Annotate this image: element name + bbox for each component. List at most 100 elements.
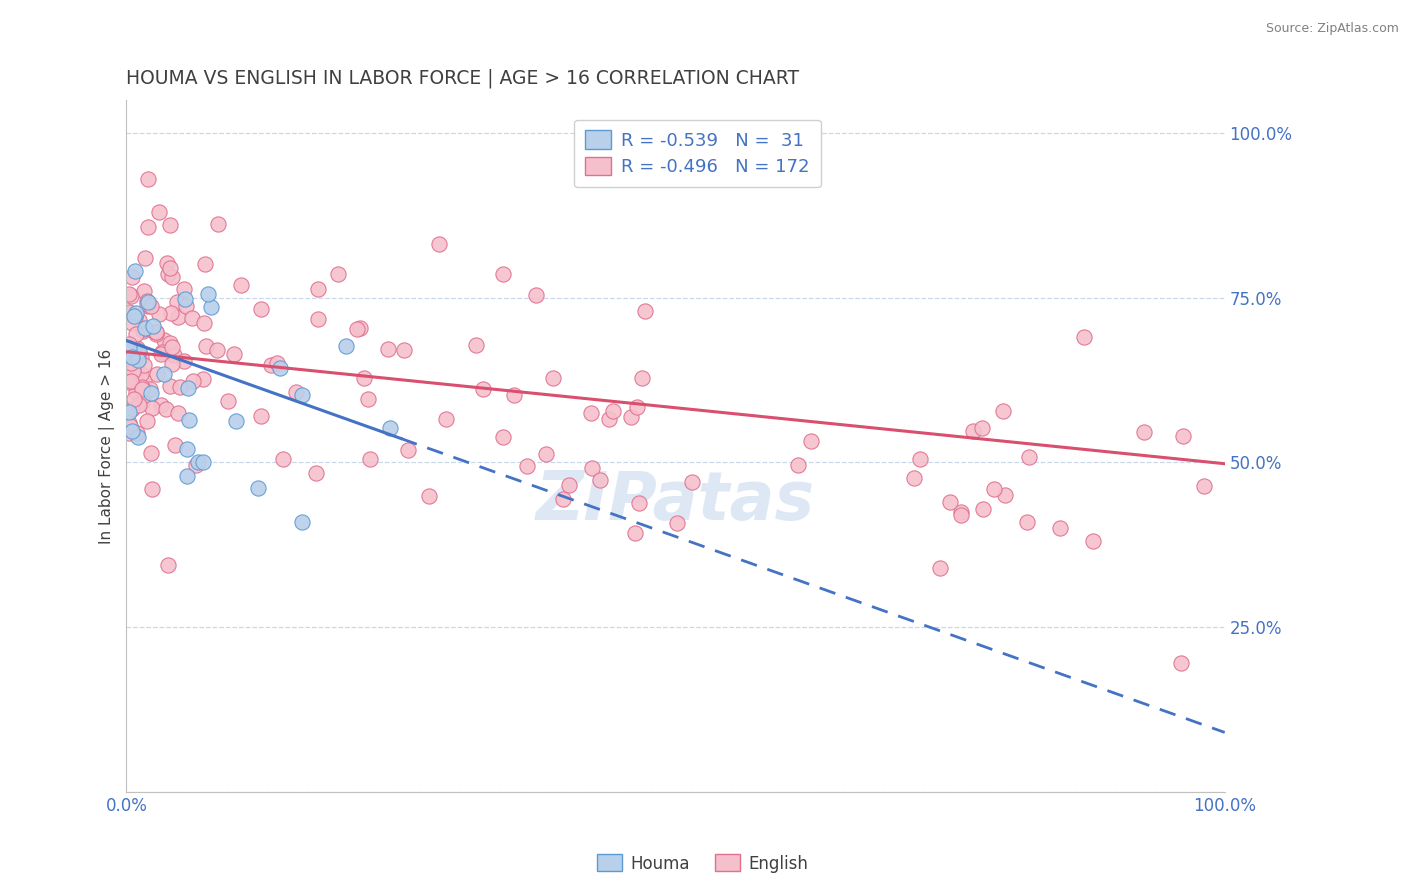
Point xyxy=(156,267,179,281)
Point xyxy=(193,316,215,330)
Point xyxy=(353,371,375,385)
Point xyxy=(136,299,159,313)
Point xyxy=(157,558,180,572)
Point xyxy=(120,306,142,320)
Point xyxy=(193,372,215,386)
Point xyxy=(159,306,181,320)
Legend: Houma, English: Houma, English xyxy=(591,847,815,880)
Point xyxy=(124,264,146,278)
Point xyxy=(346,322,368,336)
Point xyxy=(118,286,141,301)
Point xyxy=(247,481,270,495)
Point xyxy=(155,401,177,416)
Point xyxy=(181,311,204,326)
Point xyxy=(128,344,150,359)
Point xyxy=(250,409,273,423)
Point xyxy=(983,482,1005,496)
Point xyxy=(1133,425,1156,439)
Point xyxy=(464,337,486,351)
Point xyxy=(176,442,198,457)
Point xyxy=(121,270,143,285)
Point xyxy=(134,322,156,336)
Point xyxy=(492,267,515,281)
Point xyxy=(418,489,440,503)
Point xyxy=(260,359,283,373)
Point xyxy=(148,306,170,320)
Point xyxy=(139,300,162,314)
Point xyxy=(1081,534,1104,549)
Point xyxy=(307,312,329,326)
Point xyxy=(118,344,141,359)
Point xyxy=(176,299,198,313)
Point xyxy=(634,304,657,318)
Point xyxy=(682,475,704,489)
Point xyxy=(179,413,201,427)
Point xyxy=(148,205,170,219)
Point xyxy=(335,339,357,353)
Point xyxy=(551,492,574,507)
Point xyxy=(225,414,247,428)
Point xyxy=(939,495,962,509)
Point xyxy=(159,336,181,351)
Point xyxy=(972,501,994,516)
Point xyxy=(950,508,973,522)
Point xyxy=(291,515,314,529)
Point xyxy=(326,268,349,282)
Point xyxy=(128,313,150,327)
Point xyxy=(589,473,612,487)
Point xyxy=(359,452,381,467)
Point xyxy=(141,401,163,415)
Point xyxy=(124,309,146,323)
Point xyxy=(160,340,183,354)
Text: ZIPatas: ZIPatas xyxy=(536,468,815,534)
Point xyxy=(150,346,173,360)
Point xyxy=(156,256,179,270)
Point xyxy=(124,327,146,342)
Point xyxy=(121,425,143,439)
Point xyxy=(1194,478,1216,492)
Point xyxy=(269,361,291,376)
Point xyxy=(581,461,603,475)
Point xyxy=(131,382,153,396)
Point xyxy=(127,346,149,360)
Point xyxy=(193,455,215,469)
Point xyxy=(132,285,155,299)
Point xyxy=(127,430,149,444)
Point xyxy=(135,297,157,311)
Point xyxy=(118,341,141,355)
Point xyxy=(142,319,165,334)
Point xyxy=(120,374,142,388)
Point xyxy=(152,333,174,347)
Point xyxy=(186,458,208,473)
Point xyxy=(118,375,141,389)
Point xyxy=(176,468,198,483)
Point xyxy=(120,356,142,370)
Point xyxy=(121,350,143,364)
Point xyxy=(1015,515,1038,529)
Point xyxy=(139,446,162,460)
Point xyxy=(994,488,1017,502)
Point xyxy=(229,278,252,293)
Point xyxy=(631,371,654,385)
Point xyxy=(152,367,174,381)
Point xyxy=(160,358,183,372)
Point xyxy=(177,381,200,395)
Point xyxy=(136,414,159,428)
Legend: R = -0.539   N =  31, R = -0.496   N = 172: R = -0.539 N = 31, R = -0.496 N = 172 xyxy=(575,120,821,187)
Point xyxy=(118,426,141,441)
Point xyxy=(127,341,149,355)
Point xyxy=(1018,450,1040,464)
Text: Source: ZipAtlas.com: Source: ZipAtlas.com xyxy=(1265,22,1399,36)
Point xyxy=(118,360,141,375)
Point xyxy=(124,310,146,325)
Point xyxy=(628,496,651,510)
Point xyxy=(134,321,156,335)
Point xyxy=(516,458,538,473)
Point xyxy=(173,354,195,368)
Point xyxy=(427,237,450,252)
Point xyxy=(121,402,143,417)
Point xyxy=(128,398,150,412)
Point xyxy=(304,466,326,480)
Point xyxy=(195,339,218,353)
Point xyxy=(666,516,689,531)
